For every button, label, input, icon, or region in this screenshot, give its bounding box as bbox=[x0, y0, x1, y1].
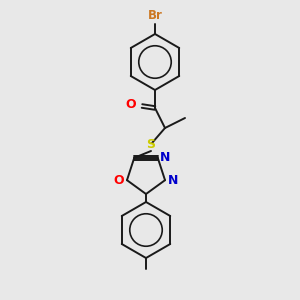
Text: N: N bbox=[160, 151, 170, 164]
Text: S: S bbox=[146, 139, 155, 152]
Text: N: N bbox=[168, 174, 178, 187]
Text: O: O bbox=[125, 98, 136, 110]
Text: Br: Br bbox=[148, 9, 162, 22]
Text: O: O bbox=[113, 174, 124, 187]
